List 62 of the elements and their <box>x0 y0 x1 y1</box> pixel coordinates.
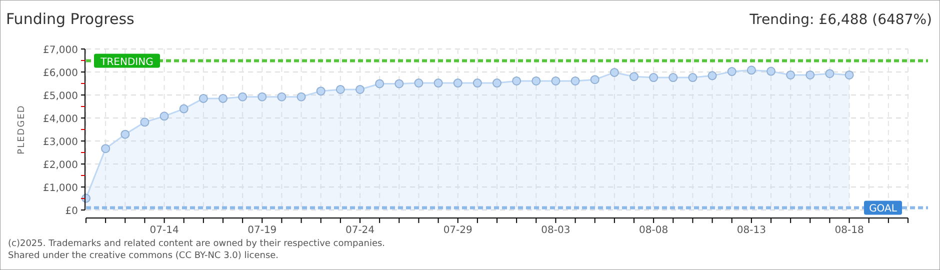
point <box>688 73 698 82</box>
ref-line-label: GOAL <box>869 204 898 215</box>
y-tick-label: £2,000 <box>43 160 78 171</box>
y-tick-label: £6,000 <box>43 68 78 79</box>
point <box>806 70 815 80</box>
point <box>590 75 600 84</box>
point <box>179 104 188 114</box>
point <box>140 118 150 127</box>
x-tick-label: 08-03 <box>541 225 570 236</box>
chart-title: Funding Progress <box>6 10 135 28</box>
point <box>296 92 306 102</box>
point <box>277 92 286 102</box>
point <box>570 76 580 86</box>
point <box>630 72 638 82</box>
point <box>512 76 522 86</box>
point <box>218 94 228 103</box>
x-tick-label: 07-19 <box>248 225 277 236</box>
point <box>492 78 502 88</box>
y-tick-label: £1,000 <box>43 183 78 194</box>
point <box>649 73 658 82</box>
point <box>786 70 796 80</box>
point <box>238 92 248 102</box>
point <box>532 76 541 86</box>
point <box>120 130 130 139</box>
point <box>668 73 678 82</box>
y-tick-label: £3,000 <box>43 137 78 148</box>
text: Trending: £6,488 (6487%) <box>748 12 932 28</box>
text: (c)2025. Trademarks and related content are owned by their respective companies. <box>8 239 386 249</box>
point <box>453 78 462 88</box>
point <box>336 84 345 94</box>
y-axis-title: PLEDGED <box>17 104 27 154</box>
point <box>394 79 404 88</box>
ref-line-label: TRENDING <box>100 56 154 68</box>
point <box>316 86 326 96</box>
point <box>258 92 267 102</box>
point <box>414 78 424 88</box>
point <box>727 67 736 76</box>
x-tick-label: 07-29 <box>443 225 472 236</box>
point <box>160 112 169 121</box>
y-tick-label: £5,000 <box>43 91 78 102</box>
point <box>844 70 854 80</box>
point <box>356 84 364 94</box>
point <box>198 94 208 103</box>
point <box>472 78 482 88</box>
point <box>551 76 560 86</box>
y-tick-label: £4,000 <box>43 114 78 125</box>
point <box>825 69 834 78</box>
point <box>766 66 776 76</box>
point <box>101 144 110 154</box>
point <box>610 68 619 77</box>
x-tick-label: 08-08 <box>639 225 668 236</box>
text: Shared under the creative commons (CC BY-NC 3.0) license. <box>8 251 279 261</box>
point <box>708 71 717 80</box>
y-tick-label: £7,000 <box>43 45 78 56</box>
point <box>434 78 443 88</box>
point <box>375 79 384 88</box>
point <box>746 66 756 75</box>
x-tick-label: 08-18 <box>834 225 864 236</box>
x-tick-label: 07-24 <box>345 225 375 236</box>
x-tick-label: 07-14 <box>150 225 179 236</box>
y-tick-label: £0 <box>65 206 78 217</box>
x-tick-label: 08-13 <box>736 225 766 236</box>
